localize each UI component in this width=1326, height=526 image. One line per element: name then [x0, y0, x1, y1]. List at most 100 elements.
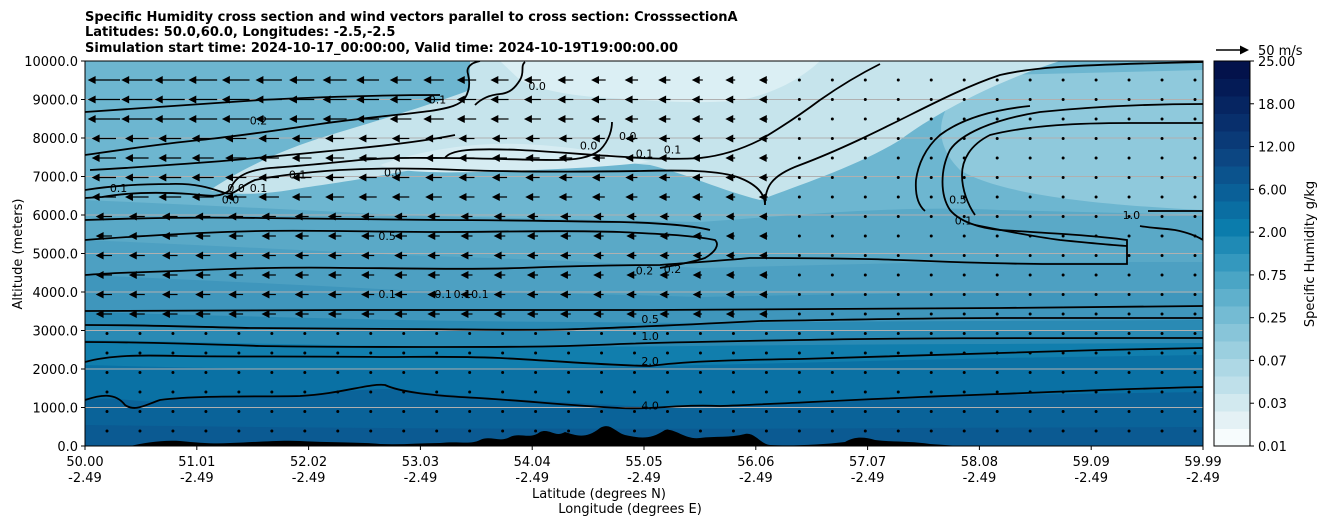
wind-vector-head [228, 212, 237, 221]
wind-vector-head [758, 290, 767, 299]
wind-vector-head [456, 76, 465, 84]
wind-vector-dot [797, 273, 801, 277]
y-tick-label: 8000.0 [33, 132, 79, 147]
contour-upper-right-2 [961, 122, 1203, 216]
wind-vector-head [691, 193, 700, 201]
wind-vector-dot [797, 351, 801, 355]
wind-vector-dot [1127, 156, 1131, 160]
y-tick-label: 6000.0 [33, 209, 79, 224]
wind-vector-dot [1127, 137, 1131, 141]
wind-vector-dot [929, 97, 933, 101]
wind-vector-dot [797, 195, 801, 199]
wind-vector-head [725, 271, 734, 279]
wind-vector-head [327, 251, 336, 260]
wind-vector-dot [929, 371, 933, 375]
wind-vector-dot [1160, 390, 1164, 394]
wind-vector-dot [435, 351, 439, 355]
wind-vector-dot [1193, 195, 1197, 199]
wind-vector-dot [369, 351, 373, 355]
wind-vector-dot [468, 371, 472, 375]
wind-vector-dot [270, 332, 274, 336]
wind-vector-head [125, 173, 133, 182]
wind-vector-head [221, 76, 230, 84]
wind-vector-head [195, 290, 204, 299]
wind-vector-dot [731, 371, 735, 375]
contour-mid-right [974, 224, 1128, 247]
wind-vector-dot [1160, 117, 1164, 121]
wind-vector-head [121, 115, 130, 123]
wind-vector-head [523, 115, 532, 123]
wind-vector-dot [1160, 215, 1164, 219]
contour-label: 0.1 [110, 182, 128, 195]
x-tick-label-lat: 50.00 [66, 455, 103, 470]
wind-vector-head [225, 193, 234, 201]
wind-vector-head [526, 212, 535, 221]
wind-vector-head [228, 232, 237, 240]
wind-vector-dot [1193, 429, 1197, 433]
wind-vector-head [191, 154, 200, 162]
wind-vector-head [228, 271, 237, 279]
y-tick-label: 7000.0 [33, 171, 79, 186]
contour-label: 0.0 [528, 80, 546, 93]
wind-vector-head [493, 212, 502, 221]
y-tick-label: 5000.0 [33, 248, 79, 263]
wind-vector-dot [995, 371, 999, 375]
wind-vector-head [490, 95, 499, 104]
wind-vector-dot [1160, 234, 1164, 238]
wind-vector-head [427, 251, 436, 260]
wind-vector-head [458, 134, 467, 143]
wind-vector-dot [863, 195, 867, 199]
wind-vector-head [360, 290, 369, 299]
wind-vector-head [691, 115, 700, 123]
wind-vector-dot [1193, 254, 1197, 258]
fill-band-dry-streak [380, 143, 650, 173]
wind-vector-dot [995, 215, 999, 219]
wind-vector-head [427, 290, 436, 299]
wind-vector-dot [797, 78, 801, 82]
wind-vector-head [91, 173, 100, 182]
wind-vector-head [327, 290, 336, 299]
wind-vector-dot [1127, 371, 1131, 375]
wind-vector-head [291, 193, 300, 201]
wind-vector-dot [995, 176, 999, 180]
wind-vector-dot [1094, 312, 1098, 316]
contour-label: 0.1 [955, 215, 973, 228]
colorbar-segment [1214, 113, 1250, 132]
wind-vector-head [225, 134, 234, 143]
wind-vector-head [593, 271, 602, 279]
wind-vector-dot [1160, 273, 1164, 277]
wind-vector-dot [896, 312, 900, 316]
fill-band-upper-pale [85, 61, 1203, 210]
x-tick-label-lat: 52.02 [290, 455, 327, 470]
wind-vector-dot [863, 254, 867, 258]
wind-vector-dot [896, 390, 900, 394]
wind-vector-head [593, 290, 602, 299]
wind-vector-head [427, 310, 436, 318]
wind-vector-dot [1160, 254, 1164, 258]
wind-vector-dot [1094, 293, 1098, 297]
wind-vector-head [188, 76, 197, 84]
wind-vector-head [758, 76, 767, 84]
wind-vector-dot [863, 215, 867, 219]
wind-vector-dot [797, 332, 801, 336]
colorbar-segment [1214, 341, 1250, 359]
y-tick-label: 4000.0 [33, 286, 79, 301]
wind-vector-head [394, 232, 403, 240]
colorbar-segment [1214, 78, 1250, 97]
wind-vector-head [758, 232, 767, 240]
wind-vector-dot [863, 312, 867, 316]
wind-vector-dot [764, 371, 768, 375]
wind-vector-dot [633, 371, 637, 375]
wind-vector-head [460, 232, 469, 240]
wind-vector-dot [665, 390, 669, 394]
wind-vector-head [691, 154, 700, 162]
wind-vector-dot [237, 410, 241, 414]
wind-vector-dot [863, 390, 867, 394]
plot-area [85, 61, 1203, 446]
wind-vector-head [458, 173, 467, 182]
wind-vector-head [191, 134, 200, 143]
wind-vector-dot [929, 429, 933, 433]
wind-vector-dot [204, 351, 208, 355]
contour-label: 0.1 [429, 93, 447, 106]
